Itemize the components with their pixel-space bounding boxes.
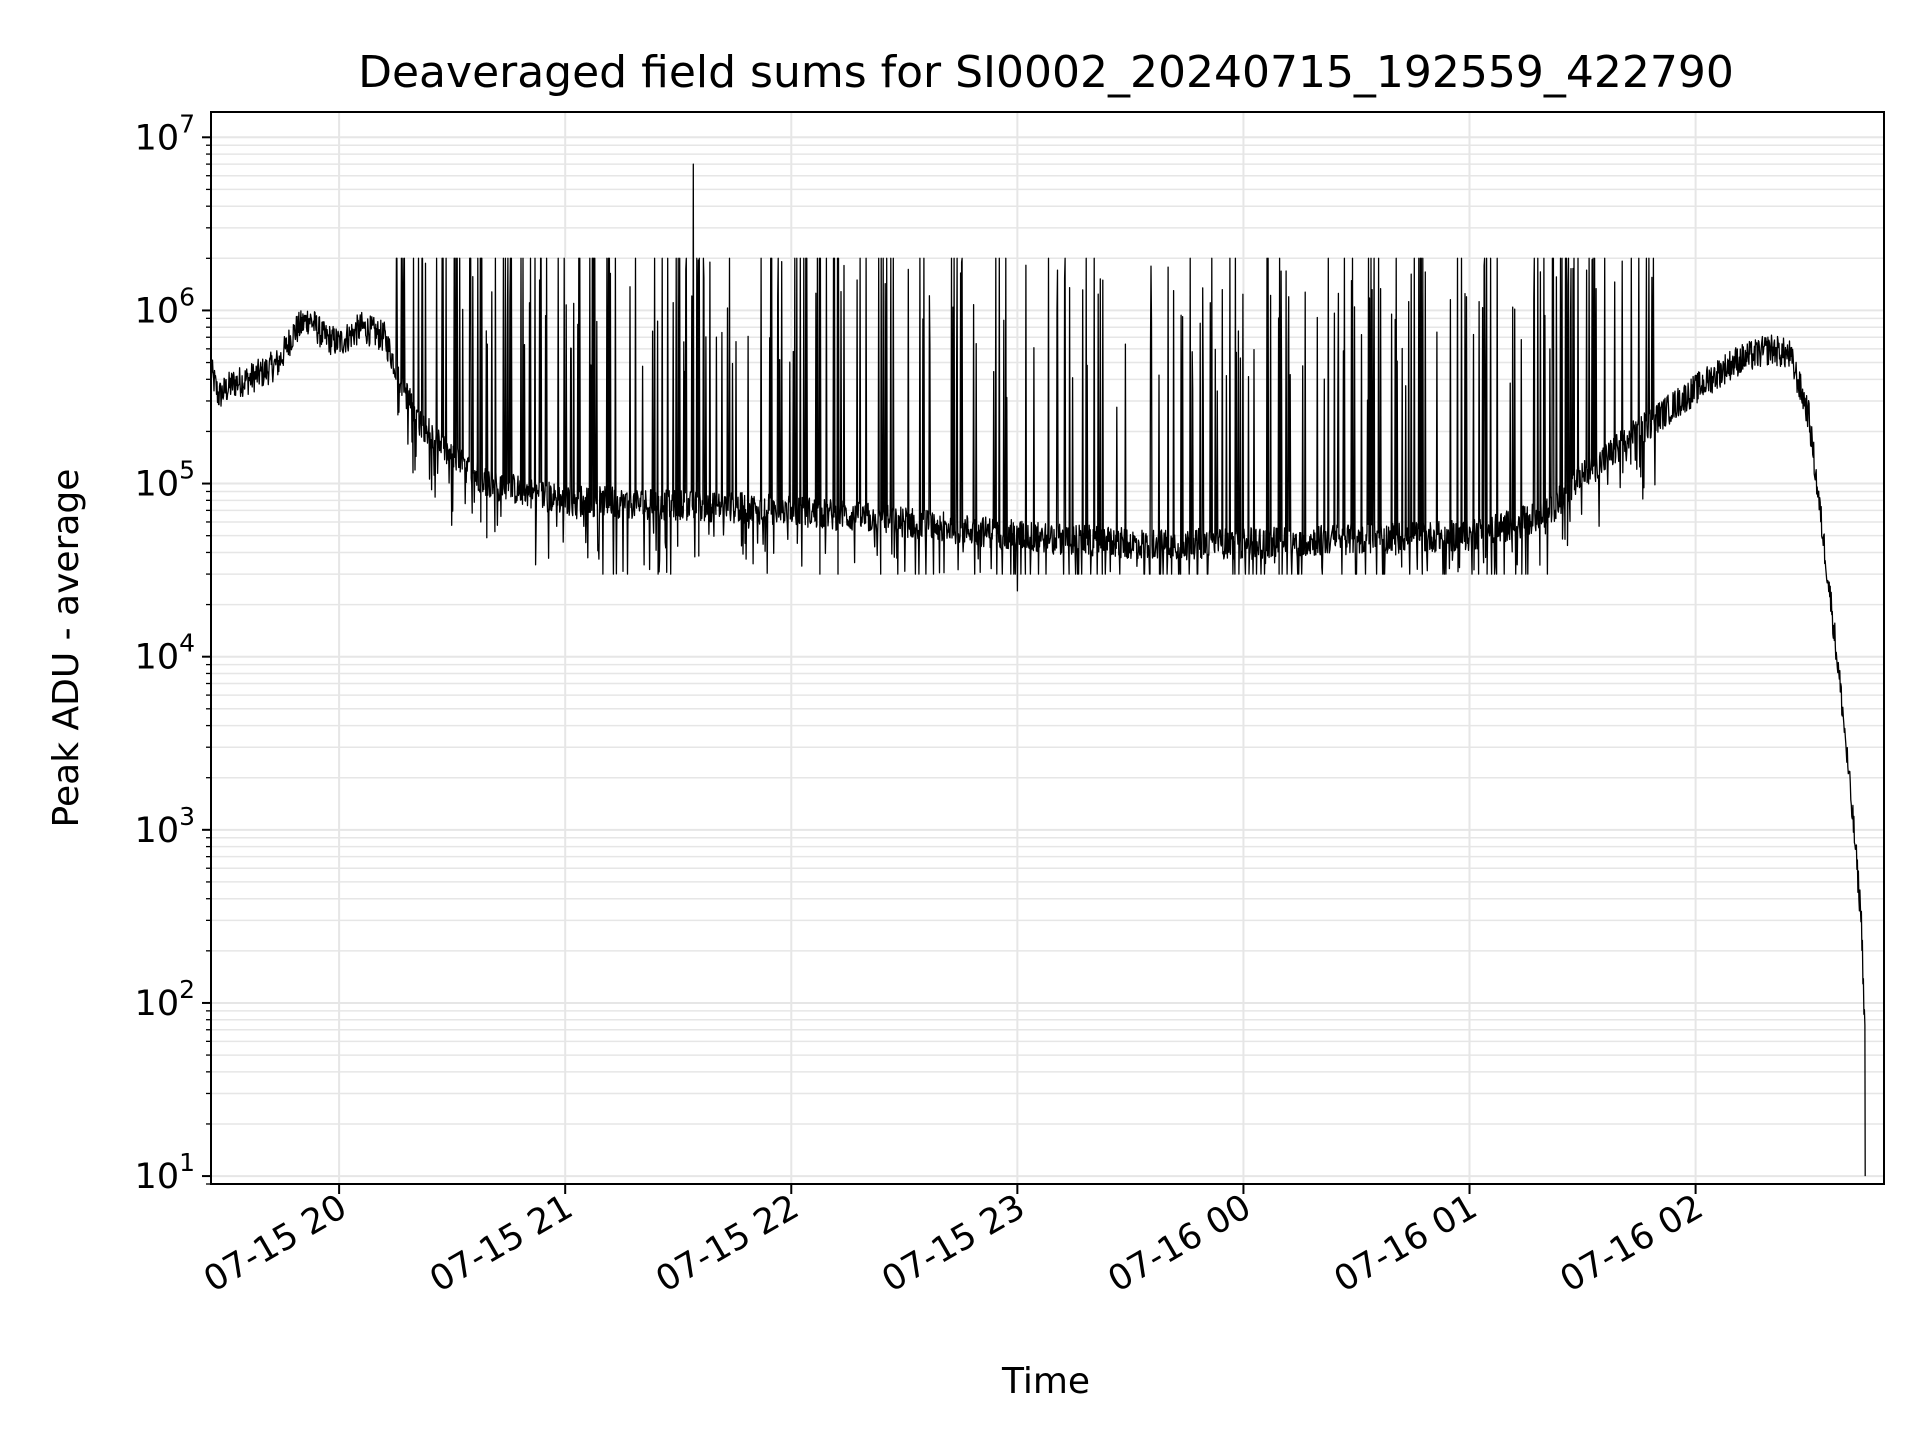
- x-axis-label: Time: [1001, 1361, 1090, 1402]
- y-tick-base: 10: [135, 811, 180, 851]
- y-tick-exponent: 6: [179, 282, 195, 311]
- y-tick-exponent: 5: [179, 456, 195, 485]
- grid: [211, 112, 1884, 1185]
- axes-frame: [210, 111, 1885, 1185]
- y-tick-label: 102: [135, 975, 195, 1024]
- y-tick-exponent: 2: [179, 975, 195, 1004]
- y-tick-base: 10: [135, 118, 180, 158]
- y-tick-base: 10: [135, 291, 180, 331]
- y-tick-label: 105: [135, 456, 195, 505]
- y-tick-base: 10: [135, 984, 180, 1024]
- series-line: [210, 163, 1866, 1177]
- y-tick-label: 106: [135, 282, 195, 331]
- y-tick-label: 101: [135, 1148, 195, 1197]
- y-tick-base: 10: [135, 638, 180, 678]
- y-axis-label: Peak ADU - average: [46, 469, 87, 828]
- plot-area: [210, 163, 1866, 1177]
- y-tick-exponent: 4: [179, 629, 195, 658]
- chart-title: Deaveraged field sums for SI0002_2024071…: [358, 47, 1734, 98]
- y-tick-label: 107: [135, 109, 195, 158]
- y-tick-base: 10: [135, 1157, 180, 1197]
- y-tick-label: 104: [135, 629, 195, 678]
- y-tick-label: 103: [135, 802, 195, 851]
- y-tick-exponent: 7: [179, 109, 195, 138]
- y-tick-base: 10: [135, 465, 180, 505]
- y-tick-exponent: 3: [179, 802, 195, 831]
- y-tick-exponent: 1: [179, 1148, 195, 1177]
